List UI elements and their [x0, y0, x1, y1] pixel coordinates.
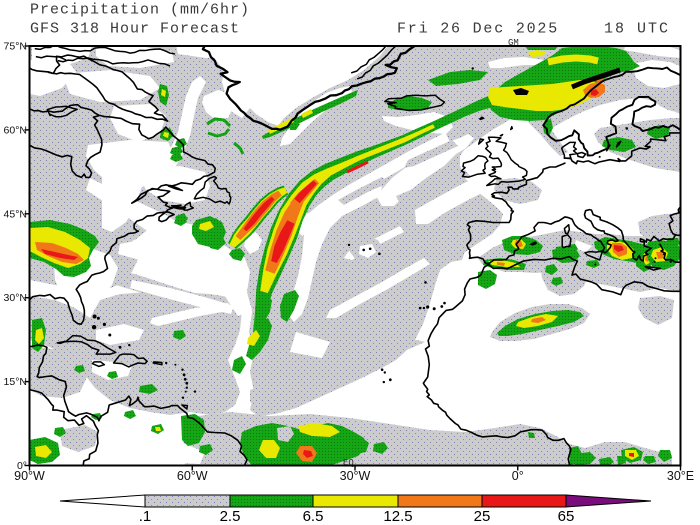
svg-text:65: 65 — [558, 508, 575, 525]
svg-text:GM: GM — [508, 38, 519, 48]
svg-text:18 UTC: 18 UTC — [604, 21, 670, 38]
svg-text:90°W: 90°W — [14, 469, 45, 483]
svg-text:0°: 0° — [512, 469, 524, 483]
svg-text:30°N: 30°N — [4, 292, 27, 304]
svg-text:Fri 26 Dec 2025: Fri 26 Dec 2025 — [397, 21, 559, 38]
svg-text:30°W: 30°W — [340, 469, 371, 483]
svg-text:75°N: 75°N — [4, 41, 27, 53]
svg-text:Precipitation (mm/6hr): Precipitation (mm/6hr) — [30, 2, 250, 19]
svg-text:60°N: 60°N — [4, 124, 27, 136]
svg-text:2.5: 2.5 — [220, 508, 241, 525]
svg-text:0°: 0° — [17, 460, 27, 472]
svg-text:15°N: 15°N — [4, 376, 27, 388]
svg-text:12.5: 12.5 — [383, 508, 412, 525]
svg-text:6.5: 6.5 — [303, 508, 324, 525]
svg-text:60°W: 60°W — [177, 469, 208, 483]
svg-text:EQ: EQ — [343, 458, 354, 468]
svg-text:.1: .1 — [139, 508, 152, 525]
svg-text:30°E: 30°E — [667, 469, 694, 483]
svg-text:25: 25 — [474, 508, 491, 525]
svg-text:45°N: 45°N — [4, 208, 27, 220]
svg-text:GFS 318 Hour Forecast: GFS 318 Hour Forecast — [30, 21, 240, 38]
